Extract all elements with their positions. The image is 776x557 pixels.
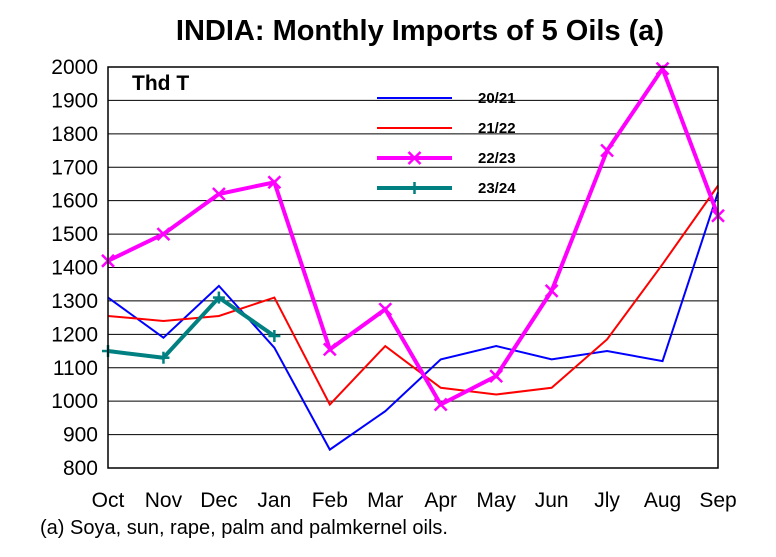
series-22-23 xyxy=(101,61,725,412)
x-tick-label: Nov xyxy=(145,489,183,512)
y-tick-label: 1900 xyxy=(51,89,98,112)
x-tick-label: Jun xyxy=(535,489,569,512)
legend-label-21-22: 21/22 xyxy=(478,120,516,137)
x-tick-label: Jly xyxy=(594,489,620,512)
y-tick-label: 1500 xyxy=(51,223,98,246)
unit-label: Thd T xyxy=(132,72,189,95)
data-point-22-23 xyxy=(600,143,614,158)
y-tick-label: 900 xyxy=(63,424,98,447)
legend-marker-22-23 xyxy=(407,151,422,165)
legend-marker-23-24 xyxy=(408,182,421,194)
data-point-22-23 xyxy=(267,175,282,190)
data-point-22-23 xyxy=(489,369,504,383)
series-line-20-21 xyxy=(107,192,719,452)
legend-item-21-22: 21/22 xyxy=(377,120,516,137)
series-line-21-22 xyxy=(107,185,719,407)
legend-label-23-24: 23/24 xyxy=(478,180,516,197)
series-line-22-23 xyxy=(107,64,720,408)
data-point-23-24 xyxy=(268,330,281,343)
legend-item-22-23: 22/23 xyxy=(377,150,516,167)
series-line-23-24 xyxy=(107,294,276,360)
y-tick-label: 1400 xyxy=(51,257,98,280)
x-tick-label: Sep xyxy=(699,489,736,512)
data-point-23-24 xyxy=(157,351,170,364)
x-tick-labels: Oct Nov Dec Jan Feb Mar Apr May Jun Jly Aug Sep xyxy=(92,489,737,512)
series-23-24 xyxy=(102,291,281,364)
y-tick-label: 2000 xyxy=(51,56,98,79)
y-tick-label: 1800 xyxy=(51,123,98,146)
legend-label-20-21: 20/21 xyxy=(478,90,516,107)
legend: 20/21 21/22 22/23 23/24 xyxy=(377,90,516,197)
y-tick-label: 1200 xyxy=(51,323,98,346)
data-point-22-23 xyxy=(433,397,448,412)
x-tick-label: Aug xyxy=(644,489,681,512)
data-point-23-24 xyxy=(212,291,225,304)
data-point-22-23 xyxy=(212,187,226,201)
x-tick-label: Mar xyxy=(367,489,403,512)
legend-item-23-24: 23/24 xyxy=(377,180,516,197)
x-tick-label: May xyxy=(476,489,516,512)
data-point-22-23 xyxy=(544,284,559,298)
y-tick-label: 1700 xyxy=(51,156,98,179)
series-21-22 xyxy=(107,185,719,407)
y-tick-label: 800 xyxy=(63,457,98,480)
y-tick-label: 1300 xyxy=(51,290,98,313)
y-tick-labels: 800 900 1000 1100 1200 1300 1400 1500 1600 1700 18… xyxy=(51,56,98,480)
data-point-22-23 xyxy=(378,302,393,317)
y-tick-label: 1600 xyxy=(51,190,98,213)
data-point-22-23 xyxy=(156,227,171,241)
legend-label-22-23: 22/23 xyxy=(478,150,516,167)
plot-frame xyxy=(107,66,719,469)
y-tick-label: 1100 xyxy=(53,357,98,380)
legend-item-20-21: 20/21 xyxy=(377,90,516,107)
footnote: (a) Soya, sun, rape, palm and palmkernel… xyxy=(40,517,448,539)
chart-title: INDIA: Monthly Imports of 5 Oils (a) xyxy=(176,15,664,47)
series-layer xyxy=(101,61,725,452)
x-tick-label: Apr xyxy=(424,489,457,512)
series-20-21 xyxy=(107,192,719,452)
x-tick-label: Oct xyxy=(92,489,125,512)
data-point-22-23 xyxy=(655,61,670,76)
x-tick-label: Feb xyxy=(312,489,348,512)
x-tick-label: Jan xyxy=(257,489,291,512)
x-tick-label: Dec xyxy=(200,489,237,512)
y-tick-label: 1000 xyxy=(51,390,98,413)
data-point-22-23 xyxy=(322,342,337,357)
